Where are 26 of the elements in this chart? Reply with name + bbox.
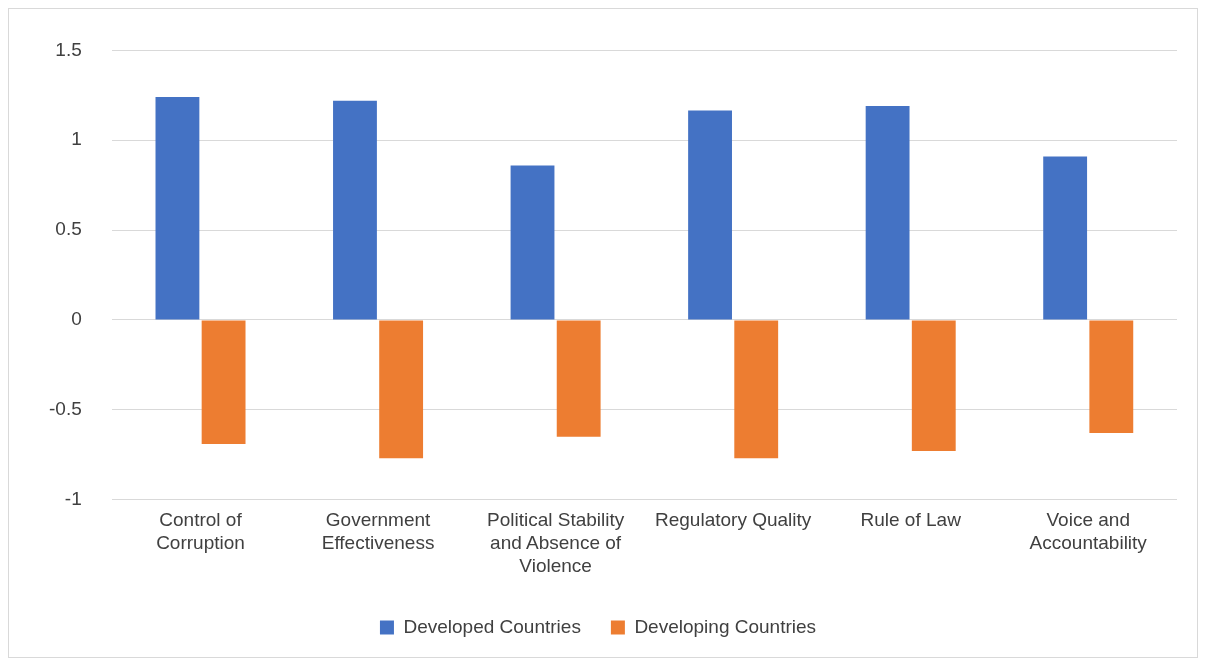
legend-label: Developed Countries (403, 615, 581, 637)
bar (734, 320, 779, 459)
bar (688, 110, 732, 320)
legend-label: Developing Countries (634, 615, 817, 637)
bar (510, 165, 555, 320)
bar (333, 100, 377, 320)
bar (556, 320, 601, 437)
x-tick-label: Government Effectiveness (321, 509, 435, 554)
x-tick-label: Rule of Law (860, 509, 962, 531)
y-tick-label: 1.5 (55, 38, 82, 60)
y-tick-label: -1 (64, 487, 82, 509)
bar (155, 97, 200, 320)
bar (379, 320, 424, 459)
y-tick-label: 0 (71, 308, 82, 330)
x-tick-label: Regulatory Quality (654, 509, 812, 531)
y-tick-label: 0.5 (55, 218, 82, 240)
y-tick-label: -0.5 (48, 397, 82, 419)
bar (865, 106, 910, 320)
bar (1089, 320, 1134, 434)
bar (201, 320, 246, 444)
bar (911, 320, 956, 452)
x-tick-label: Political Stability and Absence of Violence (486, 509, 625, 576)
bar (1043, 156, 1088, 320)
y-tick-label: 1 (71, 128, 82, 150)
x-tick-label: Voice and Accountability (1029, 509, 1148, 554)
x-tick-label: Control of Corruption (156, 509, 245, 554)
